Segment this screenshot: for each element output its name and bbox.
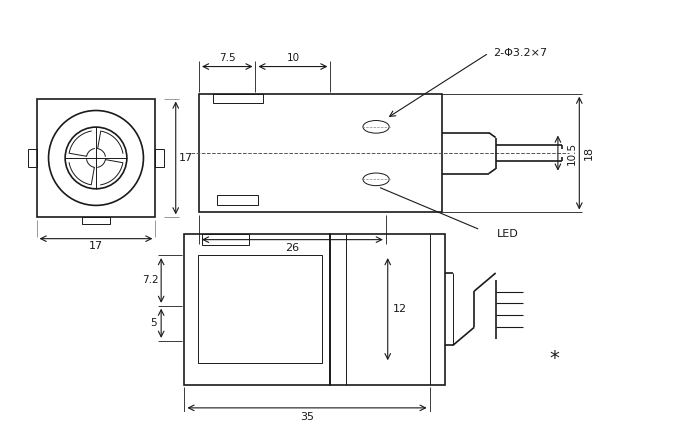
- Text: 10: 10: [286, 53, 300, 63]
- Text: 7.5: 7.5: [219, 53, 235, 63]
- Bar: [198, 255, 322, 363]
- Bar: [213, 94, 263, 103]
- Bar: [202, 234, 248, 244]
- Text: 17: 17: [89, 241, 103, 252]
- Text: 18: 18: [584, 146, 594, 160]
- Text: 17: 17: [178, 153, 193, 163]
- Text: 12: 12: [392, 304, 407, 314]
- Text: 35: 35: [300, 411, 314, 422]
- Text: 26: 26: [285, 243, 300, 253]
- Text: 5: 5: [150, 318, 156, 328]
- Text: 2-Φ3.2×7: 2-Φ3.2×7: [493, 48, 547, 58]
- Bar: [199, 94, 442, 212]
- Bar: [331, 234, 445, 384]
- Bar: [36, 99, 155, 217]
- Bar: [28, 149, 36, 167]
- Bar: [155, 149, 164, 167]
- Text: 7.2: 7.2: [142, 276, 158, 285]
- Bar: [82, 217, 110, 224]
- Text: LED: LED: [497, 229, 519, 239]
- Bar: [217, 195, 259, 205]
- Bar: [185, 234, 331, 384]
- Text: *: *: [549, 349, 559, 368]
- Text: 10.5: 10.5: [567, 141, 576, 165]
